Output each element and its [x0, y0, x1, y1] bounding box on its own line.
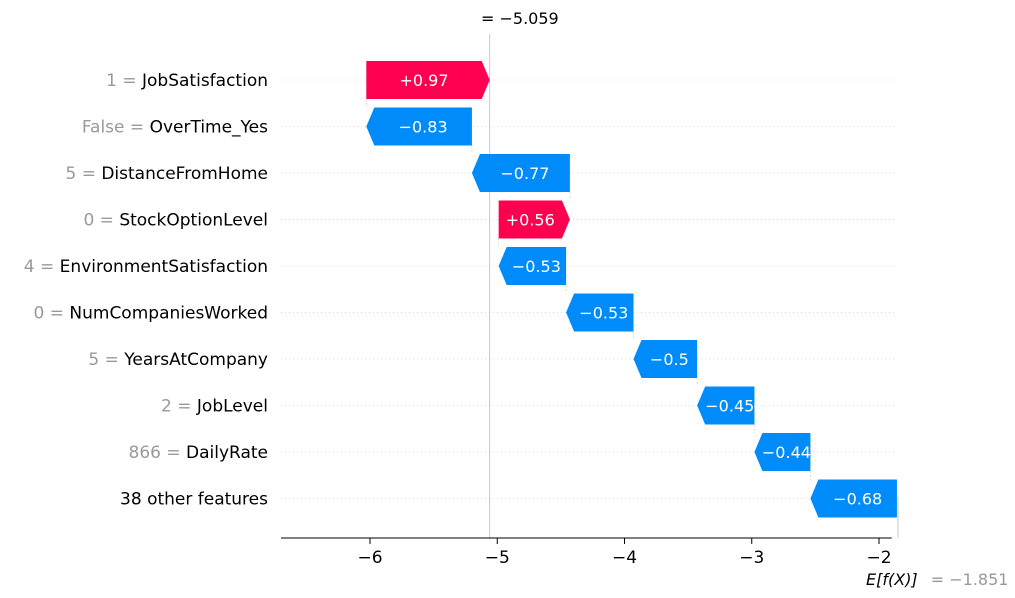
- base-value-suffix: = −1.851: [931, 570, 1009, 589]
- base-value-label: E[f(X)] = −1.851: [866, 570, 1008, 589]
- feature-value: 0 =: [83, 211, 119, 231]
- x-tick-label: −5: [485, 548, 510, 568]
- feature-value: 1 =: [106, 71, 142, 91]
- feature-label: 866 = DailyRate: [129, 443, 269, 463]
- waterfall-bar: [366, 61, 490, 99]
- x-tick-label: −2: [866, 548, 891, 568]
- bar-value-label: −0.83: [399, 118, 448, 137]
- waterfall-bar: [471, 154, 570, 192]
- grid-layer: [280, 79, 896, 499]
- feature-value: 5 =: [88, 350, 124, 370]
- feature-value: 5 =: [65, 164, 101, 184]
- bar-value-label: −0.53: [512, 257, 561, 276]
- feature-label: 5 = DistanceFromHome: [65, 164, 268, 184]
- waterfall-bar: [754, 433, 811, 471]
- feature-name: DistanceFromHome: [101, 164, 268, 184]
- waterfall-bar: [498, 247, 567, 285]
- bar-value-label: −0.44: [762, 443, 811, 462]
- feature-value: 2 =: [161, 397, 197, 417]
- x-tick-label: −3: [739, 548, 764, 568]
- feature-value: 866 =: [129, 443, 187, 463]
- waterfall-bar: [697, 386, 755, 425]
- reference-lines: [366, 34, 899, 538]
- bars-layer: +0.97 −0.83 −0.77 +0.56 −0.53 −0.53 −0.5 −0.45 −…: [366, 61, 897, 518]
- bar-value-label: −0.68: [833, 490, 882, 509]
- feature-label: 0 = NumCompaniesWorked: [34, 304, 268, 324]
- waterfall-bar: [566, 293, 634, 332]
- feature-labels: 1 = JobSatisfaction False = OverTime_Yes 5…: [24, 71, 268, 510]
- feature-name: 38 other features: [120, 490, 268, 510]
- base-value-prefix: E[f(X)]: [866, 570, 918, 589]
- fx-label: = −5.059: [481, 9, 559, 28]
- feature-name: DailyRate: [186, 443, 268, 463]
- feature-name: OverTime_Yes: [150, 118, 269, 138]
- feature-name: YearsAtCompany: [123, 350, 268, 370]
- bar-value-label: +0.56: [506, 211, 555, 230]
- feature-value: 0 =: [34, 304, 70, 324]
- x-tick-label: −4: [612, 548, 637, 568]
- x-tick-label: −6: [357, 548, 382, 568]
- feature-label: 1 = JobSatisfaction: [106, 71, 268, 91]
- waterfall-bar: [366, 107, 472, 146]
- feature-name: EnvironmentSatisfaction: [60, 257, 268, 277]
- feature-label: 4 = EnvironmentSatisfaction: [24, 257, 268, 277]
- feature-value: 4 =: [24, 257, 60, 277]
- feature-label: 0 = StockOptionLevel: [83, 211, 268, 231]
- feature-label: False = OverTime_Yes: [82, 118, 268, 138]
- feature-label: 38 other features: [120, 490, 268, 510]
- bar-value-label: −0.5: [650, 350, 689, 369]
- feature-label: 2 = JobLevel: [161, 397, 268, 417]
- bar-value-label: +0.97: [400, 71, 449, 90]
- waterfall-bar: [498, 200, 570, 239]
- bar-value-label: −0.77: [500, 164, 549, 183]
- waterfall-bar: [810, 479, 897, 518]
- x-axis: −6 −5 −4 −3 −2: [280, 537, 892, 568]
- waterfall-bar: [633, 340, 698, 378]
- feature-name: JobLevel: [196, 397, 268, 417]
- feature-name: StockOptionLevel: [119, 211, 268, 231]
- feature-label: 5 = YearsAtCompany: [88, 350, 268, 370]
- feature-value: False =: [82, 118, 150, 138]
- feature-name: NumCompaniesWorked: [69, 304, 268, 324]
- feature-name: JobSatisfaction: [141, 71, 268, 91]
- bar-value-label: −0.53: [579, 304, 628, 323]
- bar-value-label: −0.45: [705, 397, 754, 416]
